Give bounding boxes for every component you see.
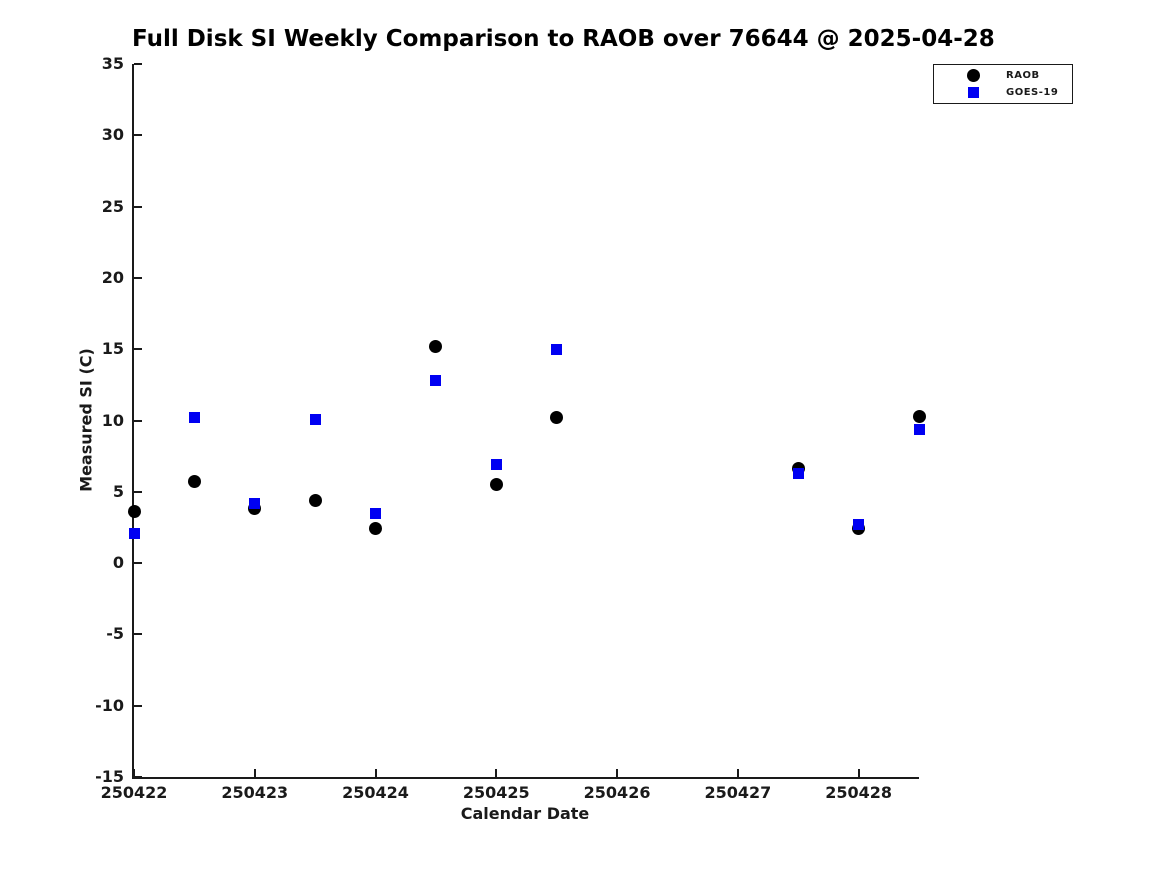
x-tick-label: 250424 [342, 783, 409, 802]
y-tick-label: -15 [95, 767, 124, 786]
raob-point [127, 505, 141, 519]
x-tick-label: 250422 [100, 783, 168, 802]
y-tick [134, 490, 142, 493]
y-tick-label: 10 [101, 410, 124, 430]
y-tick [134, 348, 142, 351]
x-tick-label: 250423 [221, 783, 289, 802]
y-tick-label: 0 [112, 553, 124, 573]
y-tick [134, 562, 142, 565]
chart-title: Full Disk SI Weekly Comparison to RAOB o… [132, 26, 995, 52]
raob-point [187, 475, 201, 489]
x-tick [616, 769, 619, 777]
raob-point [308, 493, 322, 507]
y-tick-label: 35 [101, 54, 124, 73]
x-tick-label: 250427 [704, 783, 772, 802]
goes19-point [249, 497, 261, 509]
x-axis-label: Calendar Date [460, 804, 590, 823]
raob-point [369, 522, 383, 536]
raob-point [489, 478, 503, 492]
x-tick [857, 769, 860, 777]
x-tick-label: 250426 [583, 783, 651, 802]
x-tick [495, 769, 498, 777]
goes19-point [188, 412, 200, 424]
y-tick-label: 5 [112, 481, 124, 501]
y-tick [134, 633, 142, 636]
goes19-point [309, 413, 321, 425]
x-tick [133, 769, 135, 777]
goes19-point [370, 507, 382, 519]
y-tick [134, 134, 142, 137]
y-tick-label: 15 [101, 339, 124, 359]
raob-point [550, 411, 564, 425]
goes19-point [551, 343, 563, 355]
raob-legend-marker-icon [967, 69, 980, 82]
y-tick-label: -10 [95, 695, 124, 715]
y-tick [134, 276, 142, 279]
x-tick [374, 769, 377, 777]
legend: RAOB GOES-19 [933, 64, 1073, 104]
goes19-point [128, 527, 140, 539]
y-tick-label: 20 [101, 267, 124, 287]
y-tick-label: 25 [101, 196, 124, 216]
y-tick [134, 704, 142, 707]
x-tick-label: 250425 [462, 783, 530, 802]
x-tick [736, 769, 739, 777]
raob-point [912, 409, 926, 423]
goes19-point [913, 423, 925, 435]
legend-label-goes19: GOES-19 [1006, 87, 1059, 98]
goes19-point [430, 375, 442, 387]
y-tick [134, 63, 142, 65]
goes19-point [490, 459, 502, 471]
raob-point [429, 339, 443, 353]
y-tick [134, 776, 142, 778]
legend-label-raob: RAOB [1006, 70, 1040, 81]
y-tick-label: 30 [101, 125, 124, 145]
goes19-legend-marker-icon [968, 87, 979, 98]
x-tick-label: 250428 [825, 783, 892, 802]
goes19-point [792, 467, 804, 479]
y-tick [134, 205, 142, 208]
x-tick [253, 769, 256, 777]
plot-area: -15 -10 -5 0 5 10 15 20 25 30 35 250422 250423 250424… [95, 54, 926, 802]
y-tick-label: -5 [106, 624, 124, 644]
y-tick [134, 419, 142, 422]
goes19-point [853, 519, 865, 531]
